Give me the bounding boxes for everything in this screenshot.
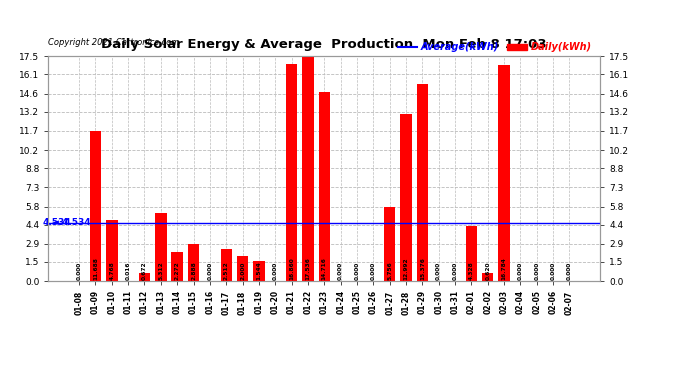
Text: 4.328: 4.328 xyxy=(469,261,474,280)
Bar xyxy=(90,131,101,281)
Text: 0.000: 0.000 xyxy=(273,262,278,280)
Bar xyxy=(466,226,477,281)
Text: 4.768: 4.768 xyxy=(109,261,115,280)
Text: Copyright 2021 Cartronics.com: Copyright 2021 Cartronics.com xyxy=(48,38,179,47)
Text: 16.784: 16.784 xyxy=(502,257,506,280)
Bar xyxy=(221,249,232,281)
Text: 2.512: 2.512 xyxy=(224,261,228,280)
Bar xyxy=(139,273,150,281)
Text: 14.716: 14.716 xyxy=(322,257,327,280)
Bar xyxy=(188,244,199,281)
Text: 2.888: 2.888 xyxy=(191,261,196,280)
Text: 0.000: 0.000 xyxy=(453,262,457,280)
Text: 0.000: 0.000 xyxy=(77,262,81,280)
Text: 0.000: 0.000 xyxy=(371,262,376,280)
Legend: Average(kWh), Daily(kWh): Average(kWh), Daily(kWh) xyxy=(394,39,595,56)
Text: 16.860: 16.860 xyxy=(289,258,294,280)
Text: 4.534: 4.534 xyxy=(42,219,71,228)
Bar xyxy=(106,220,117,281)
Text: 0.000: 0.000 xyxy=(355,262,359,280)
Text: 11.688: 11.688 xyxy=(93,257,98,280)
Text: 12.992: 12.992 xyxy=(404,258,408,280)
Bar xyxy=(172,252,183,281)
Bar xyxy=(286,64,297,281)
Text: 1.544: 1.544 xyxy=(257,261,262,280)
Bar xyxy=(384,207,395,281)
Text: 5.312: 5.312 xyxy=(158,261,164,280)
Bar xyxy=(417,84,428,281)
Text: 5.756: 5.756 xyxy=(387,261,392,280)
Bar xyxy=(302,56,314,281)
Text: 0.000: 0.000 xyxy=(551,262,555,280)
Text: 0.620: 0.620 xyxy=(485,262,491,280)
Text: ◄ 4.534: ◄ 4.534 xyxy=(52,219,91,228)
Title: Daily Solar Energy & Average  Production  Mon Feb 8 17:03: Daily Solar Energy & Average Production … xyxy=(101,38,547,51)
Text: 0.000: 0.000 xyxy=(436,262,441,280)
Text: 17.536: 17.536 xyxy=(306,257,310,280)
Text: 0.000: 0.000 xyxy=(518,262,523,280)
Bar xyxy=(498,66,510,281)
Bar xyxy=(237,255,248,281)
Text: 2.000: 2.000 xyxy=(240,262,245,280)
Text: 15.376: 15.376 xyxy=(420,257,425,280)
Text: 0.016: 0.016 xyxy=(126,262,130,280)
Text: 0.000: 0.000 xyxy=(338,262,343,280)
Bar xyxy=(400,114,412,281)
Bar xyxy=(253,261,265,281)
Bar xyxy=(482,273,493,281)
Bar xyxy=(155,213,166,281)
Text: 2.272: 2.272 xyxy=(175,261,179,280)
Text: 0.000: 0.000 xyxy=(567,262,572,280)
Text: 0.000: 0.000 xyxy=(534,262,540,280)
Text: 0.000: 0.000 xyxy=(208,262,213,280)
Bar xyxy=(319,92,330,281)
Text: 0.672: 0.672 xyxy=(142,262,147,280)
